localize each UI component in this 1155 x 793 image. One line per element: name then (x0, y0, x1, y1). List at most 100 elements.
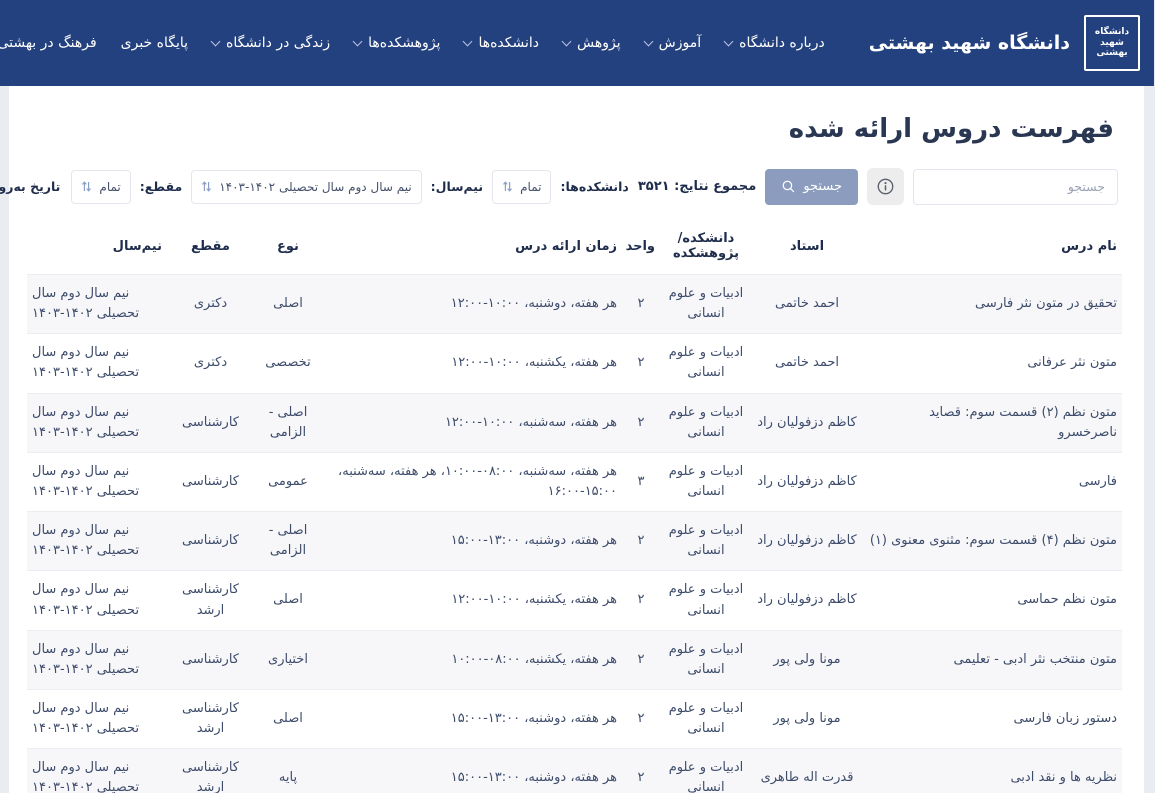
cell-semester: نیم سال دوم سال تحصیلی ۱۴۰۲-۱۴۰۳ (28, 688, 168, 749)
top-navigation-bar: دانشگاه شهید بهشتی دانشگاه شهید بهشتی در… (0, 0, 1155, 86)
header-row: نام درس استاد دانشکده/پژوهشکده واحد زمان… (28, 219, 1123, 275)
column-units: واحد (626, 238, 656, 254)
cell-professor: مونا ولی پور (753, 688, 863, 749)
table-row: متون نثر عرفانی احمد خاتمی ادبیات و علوم… (28, 333, 1123, 394)
logo-line: بهشتی (1097, 48, 1129, 59)
cell-units: ۲ (623, 570, 661, 631)
cell-course-name: متون نثر عرفانی (863, 333, 1123, 394)
nav-item-label: آموزش (659, 35, 703, 51)
cell-professor: کاظم دزفولیان راد (753, 392, 863, 453)
nav-item-label: زندگی در دانشگاه (227, 35, 332, 51)
cell-units: ۲ (623, 511, 661, 571)
cell-faculty: ادبیات و علوم انسانی (661, 451, 753, 512)
cell-units: ۳ (623, 451, 661, 512)
column-semester: نیم‌سال (113, 238, 163, 254)
cell-units: ۲ (623, 392, 661, 453)
results-count: ۳۵۲۱ (638, 179, 671, 194)
chevron-down-icon (464, 36, 474, 46)
cell-faculty: ادبیات و علوم انسانی (661, 748, 753, 793)
course-table: نام درس استاد دانشکده/پژوهشکده واحد زمان… (28, 219, 1123, 793)
cell-time: هر هفته، دوشنبه، ۱۳:۰۰-۱۵:۰۰ (323, 688, 623, 749)
cell-semester: نیم سال دوم سال تحصیلی ۱۴۰۲-۱۴۰۳ (28, 392, 168, 453)
cell-level: کارشناسی ارشد (168, 570, 255, 631)
cell-faculty: ادبیات و علوم انسانی (661, 570, 753, 631)
cell-course-name: متون نظم حماسی (863, 570, 1123, 631)
cell-level: کارشناسی (168, 629, 255, 690)
search-icon (783, 180, 796, 193)
semester-filter-label: نیم‌سال: (431, 179, 485, 194)
cell-time: هر هفته، یکشنبه، ۰۸:۰۰-۱۰:۰۰ (323, 629, 623, 690)
info-icon (878, 178, 895, 195)
cell-time: هر هفته، یکشنبه، ۱۰:۰۰-۱۲:۰۰ (323, 570, 623, 631)
chevron-down-icon (724, 36, 735, 46)
cell-time: هر هفته، دوشنبه، ۱۳:۰۰-۱۵:۰۰ (323, 511, 623, 571)
table-row: متون نظم (۲) قسمت سوم: قصاید ناصرخسرو کا… (28, 392, 1123, 453)
cell-faculty: ادبیات و علوم انسانی (661, 511, 753, 571)
cell-faculty: ادبیات و علوم انسانی (661, 392, 753, 453)
chevron-down-icon (353, 36, 364, 46)
cell-course-name: فارسی (863, 451, 1123, 512)
search-submit-button[interactable]: جستجو (766, 168, 859, 205)
nav-item[interactable]: زندگی در دانشگاه (211, 35, 332, 51)
table-row: دستور زبان فارسی مونا ولی پور ادبیات و ع… (28, 688, 1123, 749)
main-nav: درباره دانشگاه آموزش پژوهش دانشکده‌ها پژ… (0, 35, 826, 51)
course-table-header: نام درس استاد دانشکده/پژوهشکده واحد زمان… (28, 219, 1123, 275)
cell-time: هر هفته، سه‌شنبه، ۰۸:۰۰-۱۰:۰۰، هر هفته، … (323, 451, 623, 512)
level-select[interactable]: تمام (72, 169, 132, 204)
cell-level: دکتری (168, 333, 255, 394)
table-row: تحقیق در متون نثر فارسی احمد خاتمی ادبیا… (28, 273, 1123, 334)
cell-time: هر هفته، یکشنبه، ۱۰:۰۰-۱۲:۰۰ (323, 333, 623, 394)
search-input[interactable] (914, 168, 1119, 205)
nav-item-label: دانشکده‌ها (479, 35, 541, 51)
cell-units: ۲ (623, 273, 661, 334)
sort-arrows-icon (203, 181, 213, 192)
nav-item[interactable]: دانشکده‌ها (464, 35, 541, 51)
cell-time: هر هفته، سه‌شنبه، ۱۰:۰۰-۱۲:۰۰ (323, 392, 623, 453)
chevron-down-icon (562, 36, 573, 46)
logo-line: دانشگاه (1095, 27, 1131, 38)
cell-semester: نیم سال دوم سال تحصیلی ۱۴۰۲-۱۴۰۳ (28, 333, 168, 394)
cell-course-name: نظریه ها و نقد ادبی (863, 748, 1123, 793)
university-logo[interactable]: دانشگاه شهید بهشتی (1085, 15, 1141, 71)
cell-level: کارشناسی (168, 392, 255, 453)
cell-faculty: ادبیات و علوم انسانی (661, 629, 753, 690)
cell-semester: نیم سال دوم سال تحصیلی ۱۴۰۲-۱۴۰۳ (28, 570, 168, 631)
cell-type: اختیاری (255, 629, 323, 690)
cell-level: کارشناسی ارشد (168, 748, 255, 793)
info-button[interactable] (868, 168, 905, 205)
course-table-body: تحقیق در متون نثر فارسی احمد خاتمی ادبیا… (28, 273, 1123, 793)
column-type: نوع (278, 238, 300, 254)
column-professor: استاد (790, 238, 826, 254)
table-row: متون نظم (۴) قسمت سوم: مثنوی معنوی (۱) ک… (28, 511, 1123, 571)
faculty-select[interactable]: تمام (493, 169, 553, 204)
nav-item-label: پژوهش (578, 35, 622, 51)
semester-select-value: نیم سال دوم سال تحصیلی ۱۴۰۲-۱۴۰۳ (220, 179, 413, 194)
cell-professor: قدرت اله طاهری (753, 748, 863, 793)
cell-course-name: متون نظم (۴) قسمت سوم: مثنوی معنوی (۱) (863, 511, 1123, 571)
cell-level: کارشناسی (168, 451, 255, 512)
semester-select[interactable]: نیم سال دوم سال تحصیلی ۱۴۰۲-۱۴۰۳ (192, 169, 423, 204)
nav-item[interactable]: فرهنگ در بهشتی (0, 35, 98, 51)
column-time: زمان ارائه درس (516, 238, 618, 254)
cell-semester: نیم سال دوم سال تحصیلی ۱۴۰۲-۱۴۰۳ (28, 748, 168, 793)
cell-type: اصلی (255, 688, 323, 749)
cell-faculty: ادبیات و علوم انسانی (661, 333, 753, 394)
cell-course-name: متون نظم (۲) قسمت سوم: قصاید ناصرخسرو (863, 392, 1123, 453)
cell-professor: کاظم دزفولیان راد (753, 570, 863, 631)
nav-item[interactable]: پژوهش (562, 35, 622, 51)
chevron-down-icon (644, 36, 655, 46)
level-filter-label: مقطع: (140, 179, 184, 194)
results-label: مجموع نتایج: (675, 179, 758, 194)
nav-item[interactable]: پژوهشکده‌ها (353, 35, 441, 51)
cell-type: عمومی (255, 451, 323, 512)
cell-type: پایه (255, 748, 323, 793)
nav-item[interactable]: درباره دانشگاه (724, 35, 826, 51)
cell-faculty: ادبیات و علوم انسانی (661, 688, 753, 749)
nav-item[interactable]: پایگاه خبری (122, 35, 189, 51)
nav-item[interactable]: آموزش (644, 35, 703, 51)
cell-semester: نیم سال دوم سال تحصیلی ۱۴۰۲-۱۴۰۳ (28, 511, 168, 571)
university-name: دانشگاه شهید بهشتی (869, 32, 1071, 54)
last-updated-label: تاریخ به‌روزرسانی: (0, 179, 62, 194)
cell-faculty: ادبیات و علوم انسانی (661, 273, 753, 334)
cell-time: هر هفته، دوشنبه، ۱۳:۰۰-۱۵:۰۰ (323, 748, 623, 793)
